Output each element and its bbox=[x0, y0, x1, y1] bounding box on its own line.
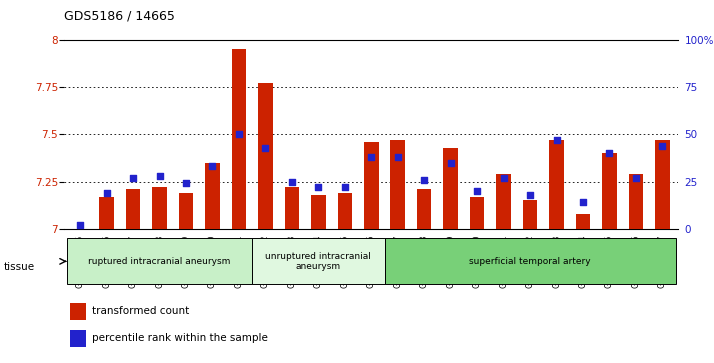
FancyBboxPatch shape bbox=[252, 238, 385, 284]
Bar bbox=[71, 330, 86, 347]
Point bbox=[207, 163, 218, 169]
Bar bbox=[655, 140, 670, 229]
FancyBboxPatch shape bbox=[67, 238, 252, 284]
Point bbox=[181, 180, 192, 186]
Point bbox=[154, 173, 165, 179]
Point bbox=[101, 190, 112, 196]
Bar bbox=[152, 187, 167, 229]
Bar bbox=[443, 147, 458, 229]
Bar bbox=[602, 153, 617, 229]
Point bbox=[286, 179, 298, 184]
Bar bbox=[285, 187, 299, 229]
Point bbox=[578, 199, 589, 205]
Text: transformed count: transformed count bbox=[92, 306, 189, 316]
Text: tissue: tissue bbox=[4, 262, 35, 272]
Point bbox=[366, 154, 377, 160]
Point bbox=[445, 160, 456, 166]
Bar bbox=[338, 193, 352, 229]
Bar bbox=[549, 140, 564, 229]
Point bbox=[233, 131, 245, 137]
Bar bbox=[71, 303, 86, 320]
Bar bbox=[99, 197, 114, 229]
Point bbox=[260, 144, 271, 150]
Point bbox=[524, 192, 536, 197]
Bar bbox=[231, 49, 246, 229]
Point bbox=[604, 150, 615, 156]
Bar bbox=[258, 83, 273, 229]
Point bbox=[392, 154, 403, 160]
Bar bbox=[496, 174, 511, 229]
Point bbox=[498, 175, 509, 181]
Bar bbox=[417, 189, 431, 229]
Bar bbox=[470, 197, 484, 229]
Bar bbox=[575, 213, 590, 229]
Text: ruptured intracranial aneurysm: ruptured intracranial aneurysm bbox=[89, 257, 231, 266]
Text: percentile rank within the sample: percentile rank within the sample bbox=[92, 334, 268, 343]
Point bbox=[471, 188, 483, 194]
Bar bbox=[628, 174, 643, 229]
Bar bbox=[311, 195, 326, 229]
Text: unruptured intracranial
aneurysm: unruptured intracranial aneurysm bbox=[266, 252, 371, 271]
Bar bbox=[126, 189, 141, 229]
FancyBboxPatch shape bbox=[385, 238, 675, 284]
Point bbox=[339, 184, 351, 190]
Text: GDS5186 / 14665: GDS5186 / 14665 bbox=[64, 9, 175, 22]
Text: superficial temporal artery: superficial temporal artery bbox=[469, 257, 591, 266]
Bar bbox=[523, 200, 538, 229]
Point bbox=[630, 175, 642, 181]
Point bbox=[127, 175, 139, 181]
Bar bbox=[178, 193, 193, 229]
Point bbox=[657, 143, 668, 148]
Bar bbox=[364, 142, 378, 229]
Point bbox=[74, 222, 86, 228]
Bar bbox=[391, 140, 405, 229]
Point bbox=[418, 177, 430, 183]
Point bbox=[313, 184, 324, 190]
Point bbox=[550, 137, 562, 143]
Bar bbox=[205, 163, 220, 229]
